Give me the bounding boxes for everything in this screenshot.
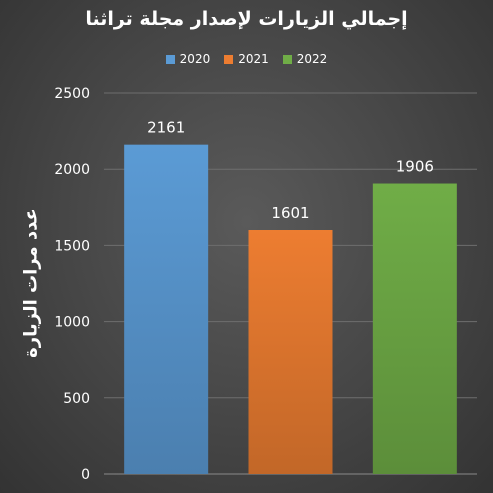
legend-label-2020: 2020 xyxy=(179,52,211,66)
bar-2022 xyxy=(372,183,457,474)
y-tick-label-500: 500 xyxy=(63,391,90,407)
legend-item-2020: 2020 xyxy=(165,52,211,66)
legend-swatch-2022 xyxy=(282,54,292,64)
legend-item-2022: 2022 xyxy=(282,52,328,66)
data-label-2022: 1906 xyxy=(396,158,434,176)
y-tick-label-1000: 1000 xyxy=(54,315,90,331)
y-tick-label-1500: 1500 xyxy=(54,238,90,254)
y-tick-label-2500: 2500 xyxy=(54,86,90,102)
legend-label-2022: 2022 xyxy=(296,52,328,66)
y-tick-label-2000: 2000 xyxy=(54,162,90,178)
data-label-2020: 2161 xyxy=(147,119,185,137)
data-label-2021: 1601 xyxy=(271,204,309,222)
chart-title: إجمالي الزيارات لإصدار مجلة تراثنا xyxy=(85,8,408,30)
legend: 2020 2021 2022 xyxy=(0,52,493,66)
legend-label-2021: 2021 xyxy=(238,52,269,66)
legend-swatch-2020 xyxy=(165,54,175,64)
bar-2020 xyxy=(124,144,209,474)
bar-2021 xyxy=(248,230,333,474)
legend-swatch-2021 xyxy=(224,54,234,64)
legend-item-2021: 2021 xyxy=(224,52,269,66)
y-tick-label-0: 0 xyxy=(81,467,90,483)
